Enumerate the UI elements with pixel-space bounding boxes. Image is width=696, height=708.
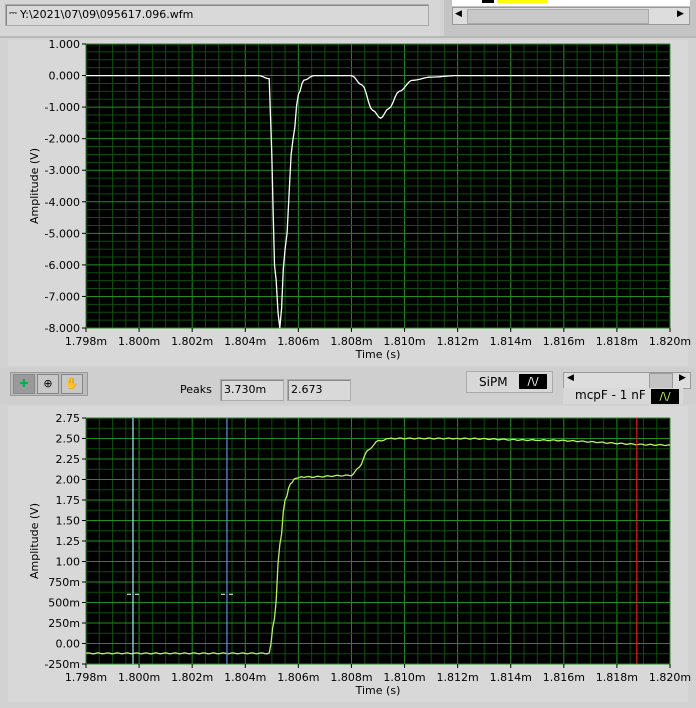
y-tick-label: 2.50 [56,433,81,446]
y-axis-label: Amplitude (V) [28,503,41,579]
x-tick-label: 1.808m [330,671,372,684]
x-tick-label: 1.818m [596,335,638,348]
peaks-x-field[interactable]: 3.730m [220,379,284,401]
graph-toolbar: ✚ ⊕ ✋ Peaks 3.730m 2.673 SiPM /\/ ◀ ▶ mc… [0,368,696,404]
file-path-field[interactable]: ⎓ Y:\2021\07\09\095617.096.wfm [5,4,429,26]
y-tick-label: -2.000 [45,133,80,146]
x-axis-label: Time (s) [355,348,401,361]
legend-scrollbar[interactable]: ◀ ▶ [563,372,691,389]
y-tick-label: 2.00 [56,474,81,487]
plot-style-green-icon: /\/ [651,389,679,404]
x-tick-label: 1.808m [330,335,372,348]
peaks-y-field[interactable]: 2.673 [287,379,351,401]
y-tick-label: 1.25 [56,535,81,548]
scrollbar-thumb[interactable] [649,373,673,389]
y-tick-label: 500m [48,597,80,610]
table-row [452,0,690,6]
x-tick-label: 1.820m [649,671,691,684]
x-tick-label: 1.814m [490,671,532,684]
x-tick-label: 1.804m [224,335,266,348]
x-tick-label: 1.816m [543,335,585,348]
scroll-left-icon[interactable]: ◀ [567,373,574,383]
x-tick-label: 1.816m [543,671,585,684]
legend-sipm[interactable]: SiPM /\/ [466,371,553,393]
legend-mcpf-label: mcpF - 1 nF [575,388,646,402]
y-tick-label: 2.75 [56,412,81,425]
peaks-x-value: 3.730m [224,383,267,396]
x-tick-label: 1.798m [65,671,107,684]
x-tick-label: 1.798m [65,335,107,348]
mcpf-waveform-graph[interactable]: 1.798m 1.800m 1.802m 1.804m 1.806m 1.808m 1.81… [0,404,696,708]
path-icon: ⎓ [9,8,17,19]
x-tick-label: 1.812m [437,335,479,348]
x-tick-label: 1.814m [490,335,532,348]
y-axis-label: Amplitude (V) [28,148,41,224]
y-tick-label: 1.50 [56,515,81,528]
cursor-move-icon[interactable]: ✚ [13,374,35,394]
x-tick-label: 1.806m [277,671,319,684]
x-axis-label: Time (s) [355,684,401,697]
scroll-right-icon[interactable]: ▶ [679,373,686,383]
pan-hand-icon[interactable]: ✋ [61,374,83,394]
y-tick-label: 1.000 [49,38,81,51]
y-tick-label: -4.000 [45,196,80,209]
y-tick-label: -3.000 [45,164,80,177]
scroll-left-icon[interactable]: ◀ [455,9,462,19]
y-tick-label: -5.000 [45,227,80,240]
waveform-trace [86,74,671,329]
peaks-label: Peaks [180,383,212,396]
plot-style-white-icon: /\/ [519,374,547,389]
legend-sipm-label: SiPM [479,375,508,389]
divider [0,36,696,38]
zoom-icon[interactable]: ⊕ [37,374,59,394]
x-tick-label: 1.800m [118,335,160,348]
x-tick-label: 1.806m [277,335,319,348]
file-path-value: Y:\2021\07\09\095617.096.wfm [20,8,194,21]
y-tick-label: -6.000 [45,259,80,272]
x-tick-label: 1.818m [596,671,638,684]
x-tick-label: 1.820m [649,335,691,348]
x-tick-label: 1.810m [383,335,425,348]
y-tick-label: 1.75 [56,494,81,507]
y-tick-label: -7.000 [45,290,80,303]
table-horizontal-scrollbar[interactable]: ◀ ▶ [452,7,690,25]
y-tick-label: 250m [48,617,80,630]
scrollbar-thumb[interactable] [467,9,649,24]
x-tick-label: 1.802m [171,335,213,348]
table-panel: ◀ ▶ [444,0,696,36]
legend-mcpf[interactable]: mcpF - 1 nF /\/ [563,388,683,404]
y-tick-label: -1.000 [45,101,80,114]
sipm-waveform-graph[interactable]: 1.798m 1.800m 1.802m 1.804m 1.806m 1.808m 1.81… [0,38,696,368]
x-tick-label: 1.810m [383,671,425,684]
y-tick-label: 2.25 [56,453,81,466]
graph-palette: ✚ ⊕ ✋ [10,372,88,396]
scroll-right-icon[interactable]: ▶ [677,9,684,19]
waveform-trace [85,437,671,655]
x-tick-label: 1.804m [224,671,266,684]
x-tick-label: 1.800m [118,671,160,684]
y-tick-label: 750m [48,576,80,589]
x-tick-label: 1.812m [437,671,479,684]
y-tick-label: 1.00 [56,556,81,569]
peaks-y-value: 2.673 [291,383,323,396]
y-tick-label: -8.000 [45,322,80,335]
y-tick-label: 0.00 [56,638,81,651]
y-tick-label: 0.000 [49,70,81,83]
y-tick-label: -250m [44,658,80,671]
x-tick-label: 1.802m [171,671,213,684]
